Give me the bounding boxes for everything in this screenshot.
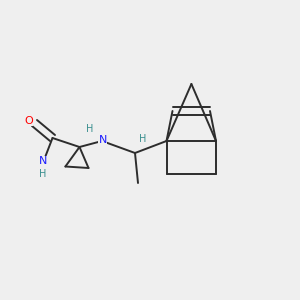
Text: H: H (139, 134, 146, 144)
Text: O: O (25, 116, 34, 126)
Text: N: N (39, 156, 47, 167)
Text: H: H (86, 124, 94, 134)
Text: H: H (39, 169, 46, 179)
Text: N: N (98, 135, 107, 145)
